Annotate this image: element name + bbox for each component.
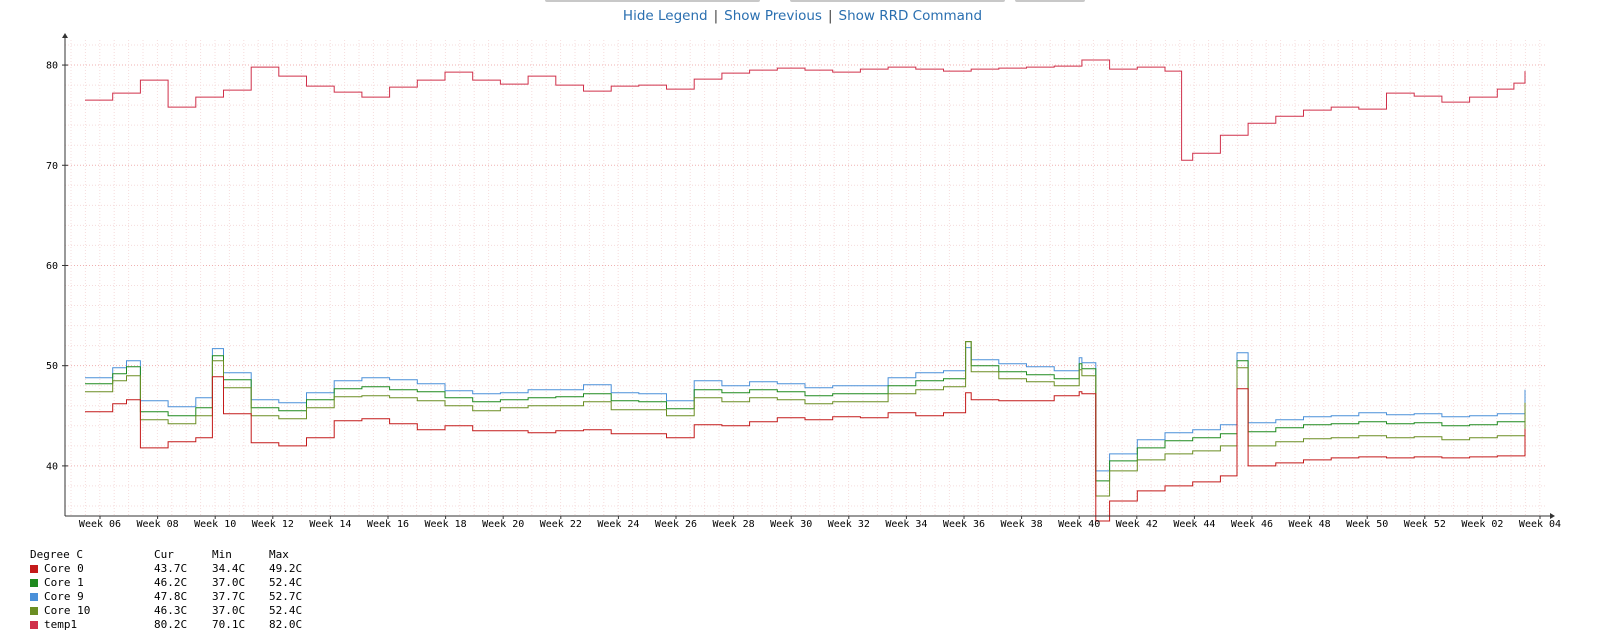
x-tick-label: Week 14	[309, 519, 351, 530]
x-tick-label: Week 10	[194, 519, 236, 530]
legend-min: 37.0C	[212, 576, 246, 589]
toolbar: Hide Legend | Show Previous | Show RRD Comma…	[0, 0, 1605, 34]
legend-series-name: Core 9	[44, 590, 84, 603]
x-tick-label: Week 46	[1231, 519, 1273, 530]
x-tick-label: Week 34	[885, 519, 927, 530]
x-tick-label: Week 42	[1116, 519, 1158, 530]
legend-col-min: Min	[212, 548, 232, 561]
x-axis-arrow	[1550, 513, 1555, 519]
legend-swatch	[30, 593, 38, 601]
x-tick-label: Week 02	[1461, 519, 1503, 530]
legend-series-name: Core 1	[44, 576, 84, 589]
y-tick-label: 80	[46, 61, 58, 72]
axes	[62, 33, 1555, 519]
legend-min: 34.4C	[212, 562, 246, 575]
x-tick-label: Week 22	[540, 519, 582, 530]
legend-cur: 43.7C	[154, 562, 188, 575]
y-tick-label: 40	[46, 461, 58, 472]
x-tick-label: Week 36	[943, 519, 985, 530]
legend-min: 70.1C	[212, 618, 246, 631]
x-tick-label: Week 44	[1173, 519, 1215, 530]
legend-max: 52.4C	[269, 604, 303, 617]
tab-stub[interactable]	[1015, 0, 1085, 2]
legend-cur: 46.3C	[154, 604, 188, 617]
x-tick-label: Week 52	[1404, 519, 1446, 530]
legend-series-name: Core 0	[44, 562, 84, 575]
x-tick-label: Week 38	[1001, 519, 1043, 530]
x-tick-label: Week 16	[367, 519, 409, 530]
legend-max: 82.0C	[269, 618, 303, 631]
x-tick-label: Week 26	[655, 519, 697, 530]
x-tick-label: Week 18	[425, 519, 467, 530]
x-tick-label: Week 04	[1519, 519, 1561, 530]
show-previous-link[interactable]: Show Previous	[724, 8, 822, 24]
x-tick-label: Week 08	[137, 519, 179, 530]
separator: |	[827, 8, 833, 24]
legend-col-max: Max	[269, 548, 289, 561]
y-axis-arrow	[62, 33, 68, 38]
y-tick-label: 60	[46, 261, 58, 272]
legend-swatch	[30, 607, 38, 615]
x-tick-label: Week 12	[252, 519, 294, 530]
legend-max: 52.4C	[269, 576, 303, 589]
legend-swatch	[30, 579, 38, 587]
x-tick-label: Week 50	[1346, 519, 1388, 530]
tab-stub[interactable]	[545, 0, 760, 2]
legend-swatch	[30, 621, 38, 629]
legend-series-name: temp1	[44, 618, 78, 631]
x-axis-ticks: Week 06 Week 08 Week 10 Week 12 Week 14 Week …	[79, 516, 1561, 530]
show-rrd-command-link[interactable]: Show RRD Command	[838, 8, 983, 24]
series-line-temp1	[85, 59, 1526, 161]
legend-min: 37.7C	[212, 590, 246, 603]
legend-cur: 47.8C	[154, 590, 188, 603]
hide-legend-link[interactable]: Hide Legend	[622, 8, 708, 24]
legend-unit: Degree C	[30, 548, 83, 561]
legend-swatch	[30, 565, 38, 573]
legend-cur: 46.2C	[154, 576, 188, 589]
separator: |	[713, 8, 719, 24]
legend-min: 37.0C	[212, 604, 246, 617]
legend-series-name: Core 10	[44, 604, 91, 617]
x-tick-label: Week 06	[79, 519, 121, 530]
series-lines	[85, 59, 1526, 522]
grid	[65, 40, 1545, 516]
y-tick-label: 70	[46, 161, 58, 172]
x-tick-label: Week 24	[597, 519, 639, 530]
y-axis-ticks: 40 50 60 70 80	[46, 61, 68, 472]
x-tick-label: Week 28	[713, 519, 755, 530]
series-line-core-0	[85, 376, 1526, 522]
y-tick-label: 50	[46, 361, 58, 372]
x-tick-label: Week 40	[1058, 519, 1100, 530]
tab-stub[interactable]	[790, 0, 1005, 2]
legend-max: 52.7C	[269, 590, 303, 603]
series-line-core-10	[85, 341, 1526, 497]
legend-cur: 80.2C	[154, 618, 188, 631]
x-tick-label: Week 48	[1289, 519, 1331, 530]
x-tick-label: Week 30	[770, 519, 812, 530]
graph-options: Hide Legend | Show Previous | Show RRD Comma…	[0, 8, 1605, 24]
x-tick-label: Week 20	[482, 519, 524, 530]
legend-col-cur: Cur	[154, 548, 174, 561]
legend-max: 49.2C	[269, 562, 303, 575]
x-tick-label: Week 32	[828, 519, 870, 530]
